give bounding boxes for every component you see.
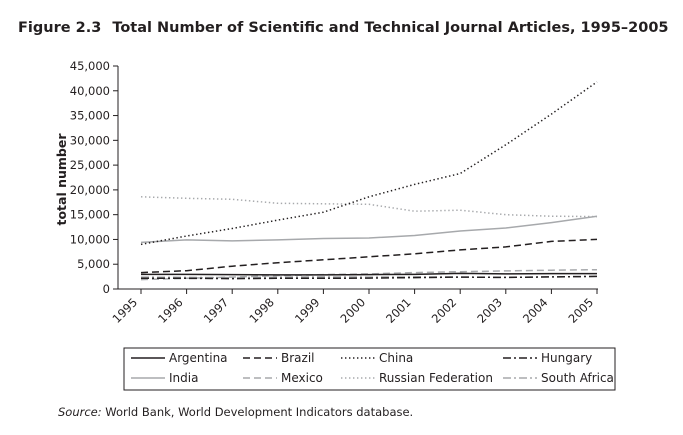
y-tick-label: 0 [103, 282, 110, 296]
legend-label: Argentina [169, 351, 228, 365]
y-tick-label: 35,000 [70, 109, 110, 123]
legend-label: Hungary [541, 351, 592, 365]
series-lines [140, 81, 598, 281]
figure-number: Figure 2.3 [18, 20, 102, 36]
legend-box [123, 347, 616, 391]
y-tick-label: 25,000 [70, 158, 110, 172]
figure-title: Figure 2.3 Total Number of Scientific an… [18, 20, 669, 36]
x-tick-label: 2001 [383, 295, 414, 326]
y-tick-label: 20,000 [70, 183, 110, 197]
series-line-mexico [140, 268, 598, 281]
legend-label: South Africa [541, 371, 614, 385]
y-tick-label: 45,000 [70, 59, 110, 73]
series-line-hungary [141, 275, 598, 280]
series-line-argentina [141, 272, 597, 276]
y-tick-label: 15,000 [70, 208, 110, 222]
x-tick-label: 2002 [429, 295, 460, 326]
x-tick-label: 1999 [292, 295, 323, 326]
y-tick-label: 5,000 [77, 257, 110, 271]
legend-label: Mexico [281, 371, 323, 385]
legend-label: Brazil [281, 351, 315, 365]
legend-label: India [169, 371, 198, 385]
x-tick-label: 2000 [338, 295, 369, 326]
x-tick-label: 1995 [110, 295, 141, 326]
y-axis-title: total number [54, 133, 69, 226]
x-tick-label: 1996 [155, 295, 186, 326]
x-tick-label: 2003 [474, 295, 505, 326]
y-tick-label: 40,000 [70, 84, 110, 98]
x-tick-label: 1998 [246, 295, 277, 326]
legend-label: China [379, 351, 413, 365]
source-text: World Bank, World Development Indicators… [105, 405, 414, 419]
y-tick-label: 30,000 [70, 133, 110, 147]
legend: Argentina Brazil China Hungary India Mexico Ru… [123, 347, 616, 391]
series-line-india [140, 215, 598, 244]
y-tick-label: 10,000 [70, 232, 110, 246]
x-tick-label: 2005 [566, 295, 597, 326]
x-tick-label: 2004 [520, 295, 551, 326]
source-label: Source: [58, 405, 102, 419]
axes: 0 5,000 10,000 15,000 20,000 25,000 30,000 35,0… [54, 59, 598, 326]
source-note: Source: World Bank, World Development In… [58, 405, 413, 419]
series-line-china [140, 81, 598, 246]
figure-title-text: Total Number of Scientific and Technical… [112, 20, 669, 36]
series-line-russian-federation [140, 196, 598, 218]
legend-label: Russian Federation [379, 371, 493, 385]
series-line-brazil [140, 238, 598, 274]
x-tick-label: 1997 [201, 295, 232, 326]
